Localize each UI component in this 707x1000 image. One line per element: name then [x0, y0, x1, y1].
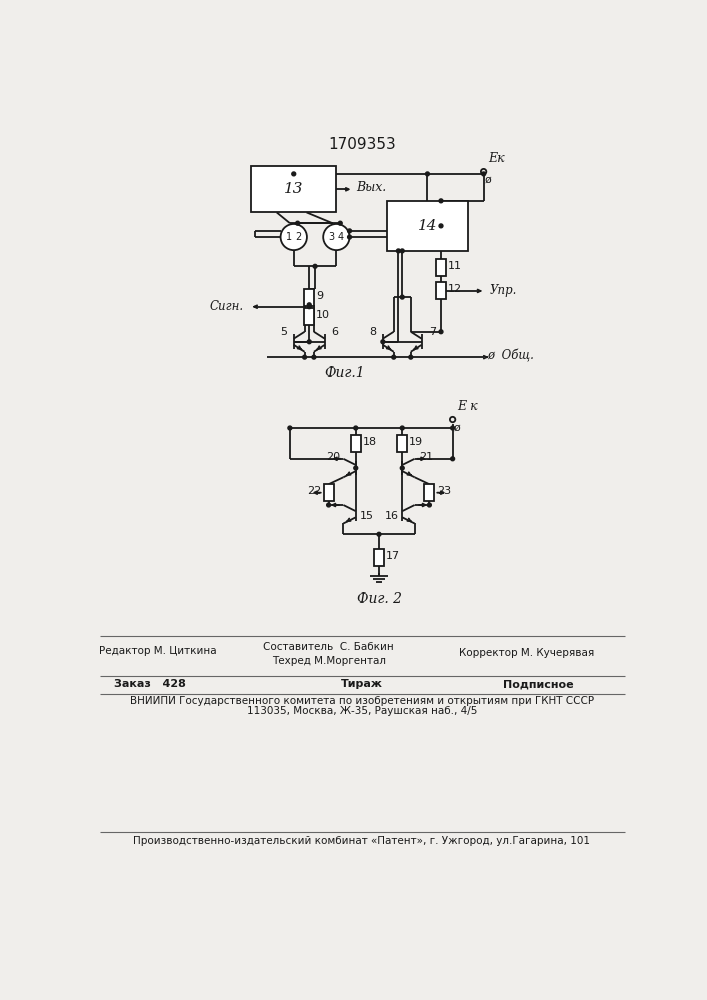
Bar — [251, 166, 337, 212]
Text: Упр.: Упр. — [490, 284, 518, 297]
Text: 5: 5 — [281, 327, 288, 337]
Circle shape — [481, 169, 486, 174]
Text: Техред М.Моргентал: Техред М.Моргентал — [271, 656, 385, 666]
Circle shape — [450, 417, 455, 422]
Text: 11: 11 — [448, 261, 462, 271]
Circle shape — [439, 330, 443, 334]
Bar — [397, 435, 407, 452]
Text: Вых.: Вых. — [356, 181, 387, 194]
Text: 1709353: 1709353 — [328, 137, 396, 152]
Bar — [304, 308, 315, 325]
Text: ø: ø — [484, 175, 491, 185]
Text: 21: 21 — [419, 452, 433, 462]
Text: 23: 23 — [437, 486, 451, 496]
Bar — [436, 259, 446, 276]
Text: Составитель  С. Бабкин: Составитель С. Бабкин — [263, 642, 394, 652]
Circle shape — [450, 426, 455, 430]
Text: 3: 3 — [329, 232, 335, 242]
Text: 17: 17 — [386, 551, 400, 561]
Text: 113035, Москва, Ж-35, Раушская наб., 4/5: 113035, Москва, Ж-35, Раушская наб., 4/5 — [247, 706, 477, 716]
Text: Корректор М. Кучерявая: Корректор М. Кучерявая — [459, 648, 594, 658]
Circle shape — [313, 264, 317, 268]
Text: Заказ   428: Заказ 428 — [115, 679, 187, 689]
Bar — [387, 201, 468, 251]
Bar — [351, 435, 361, 452]
Circle shape — [354, 466, 358, 470]
Circle shape — [323, 224, 349, 250]
Circle shape — [303, 355, 307, 359]
Text: 15: 15 — [360, 511, 373, 521]
Text: 12: 12 — [448, 284, 462, 294]
Circle shape — [288, 426, 292, 430]
Circle shape — [312, 355, 316, 359]
Text: Тираж: Тираж — [341, 679, 383, 689]
Text: 20: 20 — [326, 452, 340, 462]
Circle shape — [450, 457, 455, 461]
Text: ø  Общ.: ø Общ. — [488, 349, 534, 362]
Text: Е к: Е к — [457, 400, 478, 413]
Circle shape — [439, 199, 443, 203]
Text: 1: 1 — [286, 232, 292, 242]
Circle shape — [400, 426, 404, 430]
Text: Подписное: Подписное — [503, 679, 573, 689]
Circle shape — [292, 172, 296, 176]
Circle shape — [400, 295, 404, 299]
Bar — [304, 289, 315, 306]
Text: ВНИИПИ Государственного комитета по изобретениям и открытиям при ГКНТ СССР: ВНИИПИ Государственного комитета по изоб… — [130, 696, 594, 706]
Circle shape — [296, 221, 300, 225]
Text: 4: 4 — [338, 232, 344, 242]
Circle shape — [281, 224, 307, 250]
Circle shape — [400, 466, 404, 470]
Circle shape — [327, 503, 331, 507]
Text: Фиг.1: Фиг.1 — [324, 366, 364, 380]
Bar — [324, 484, 334, 501]
Text: 10: 10 — [316, 310, 330, 320]
Bar — [424, 484, 434, 501]
Text: Сигн.: Сигн. — [209, 300, 243, 313]
Text: Редактор М. Циткина: Редактор М. Циткина — [99, 646, 217, 656]
Circle shape — [308, 305, 311, 309]
Text: 18: 18 — [363, 437, 377, 447]
Text: 7: 7 — [428, 327, 436, 337]
Text: 13: 13 — [284, 182, 303, 196]
Circle shape — [400, 249, 404, 253]
Circle shape — [428, 503, 431, 507]
Text: Производственно-издательский комбинат «Патент», г. Ужгород, ул.Гагарина, 101: Производственно-издательский комбинат «П… — [134, 836, 590, 846]
Circle shape — [308, 340, 311, 344]
Bar — [374, 549, 384, 566]
Circle shape — [348, 229, 351, 233]
Text: 22: 22 — [307, 486, 321, 496]
Bar — [436, 282, 446, 299]
Circle shape — [348, 235, 351, 239]
Circle shape — [392, 355, 396, 359]
Circle shape — [397, 249, 400, 253]
Text: 16: 16 — [385, 511, 398, 521]
Circle shape — [354, 426, 358, 430]
Text: 9: 9 — [316, 291, 323, 301]
Circle shape — [439, 224, 443, 228]
Circle shape — [377, 532, 381, 536]
Text: 19: 19 — [409, 437, 423, 447]
Circle shape — [481, 172, 486, 176]
Text: 14: 14 — [418, 219, 437, 233]
Circle shape — [308, 303, 311, 307]
Text: Фиг. 2: Фиг. 2 — [356, 592, 402, 606]
Text: 8: 8 — [370, 327, 377, 337]
Text: ø: ø — [453, 423, 460, 433]
Circle shape — [409, 355, 413, 359]
Text: Ек: Ек — [489, 152, 505, 165]
Circle shape — [426, 172, 429, 176]
Text: 2: 2 — [296, 232, 301, 242]
Text: 6: 6 — [332, 327, 339, 337]
Circle shape — [381, 340, 385, 344]
Circle shape — [339, 221, 342, 225]
